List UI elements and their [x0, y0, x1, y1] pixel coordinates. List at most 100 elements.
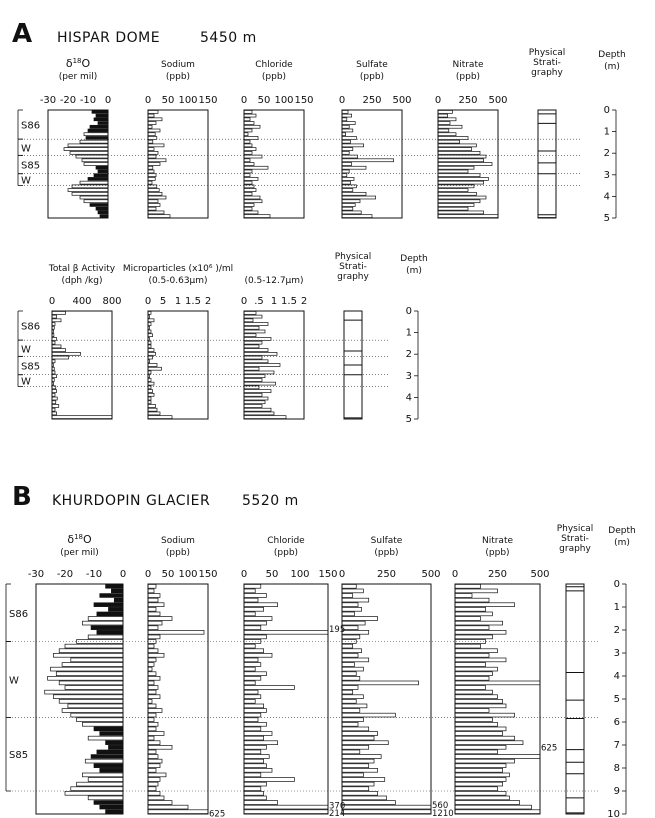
sulfate-bar	[341, 188, 354, 192]
d18o-unit: (per mil)	[59, 72, 98, 82]
sodium-bar	[147, 662, 155, 667]
chloride-bar	[243, 657, 259, 663]
sulfate-bar	[341, 597, 370, 603]
sodium-bar	[147, 777, 161, 782]
sodium-bar	[147, 210, 165, 215]
nitrate-bar	[454, 611, 493, 617]
nitrate-bar	[437, 169, 469, 174]
d18o-bar	[97, 121, 109, 125]
sodium-bar	[147, 607, 157, 612]
mp_small-bar	[147, 322, 152, 326]
sulfate-bar	[341, 703, 368, 709]
sodium-bar	[147, 689, 157, 695]
nitrate-bar	[454, 699, 503, 704]
d18o-bar	[81, 158, 109, 163]
mp_large-bar	[243, 407, 272, 412]
nitrate-bar	[437, 177, 489, 181]
sodium-tick-label: 150	[198, 569, 217, 580]
sulfate-bar	[341, 653, 359, 658]
chloride-bar	[243, 177, 259, 181]
sodium-unit: (ppb)	[166, 548, 190, 558]
chloride-bar	[243, 593, 267, 598]
sulfate-bar	[341, 694, 364, 699]
sodium-bar	[147, 786, 157, 791]
sodium-bar	[147, 666, 153, 672]
sodium-bar	[147, 781, 159, 787]
mp_large-bar	[243, 314, 263, 319]
sulfate-bar	[341, 625, 359, 630]
d18o-bar	[71, 184, 109, 189]
sulfate-bar	[341, 588, 364, 594]
nitrate-bar	[454, 786, 498, 791]
sodium-bar	[147, 110, 159, 114]
sodium-unit: (ppb)	[166, 72, 190, 82]
chloride-bar	[243, 210, 259, 215]
sodium-bar	[147, 791, 161, 796]
chloride-title: Chloride	[255, 60, 293, 70]
sulfate-bar	[341, 143, 364, 148]
sodium-bar	[147, 147, 155, 151]
sulfate-bar	[341, 616, 378, 621]
nitrate-bar	[437, 147, 472, 151]
mp_small-bar	[147, 352, 156, 356]
chloride-tick-label: 50	[266, 569, 279, 580]
beta-bar	[51, 400, 57, 405]
sodium-bar	[147, 630, 205, 635]
mp_small-bar	[147, 311, 152, 315]
beta-bar	[51, 374, 57, 378]
sodium-tick-label: 100	[178, 569, 197, 580]
mp_small-tick-label: 5	[160, 296, 166, 307]
chloride-bar	[243, 113, 257, 118]
mp_small-bar	[147, 400, 152, 405]
chloride-bar	[243, 117, 251, 122]
nitrate-bar	[454, 607, 486, 612]
chloride-bar	[243, 768, 273, 773]
sodium-bar	[147, 643, 155, 649]
mp_large-bar	[243, 352, 278, 356]
d18o-bar	[90, 754, 124, 759]
nitrate-bar	[454, 662, 486, 667]
beta-tick-label: 800	[102, 296, 121, 307]
chloride-bar	[243, 745, 267, 750]
mp_small-bar	[147, 411, 161, 416]
chloride-bar	[243, 191, 253, 196]
panel-b-letter: B	[12, 482, 32, 512]
nitrate-bar	[454, 703, 507, 709]
chloride-tick-label: 50	[258, 95, 271, 106]
d18o-bar	[58, 648, 124, 653]
nitrate-bar	[454, 749, 498, 755]
nitrate-bar	[454, 602, 515, 607]
sodium-bar	[147, 772, 167, 778]
sulfate-tick-label: 250	[377, 569, 396, 580]
sodium-tick-label: 50	[162, 95, 175, 106]
chloride-bar	[243, 680, 256, 686]
sodium-bar	[147, 731, 165, 736]
sulfate-bar	[341, 786, 370, 791]
d18o-bar	[87, 777, 124, 782]
chloride-bar	[243, 143, 253, 148]
beta-bar	[51, 396, 58, 401]
d18o-bar	[95, 206, 109, 211]
nitrate-bar	[454, 791, 507, 796]
sulfate-bar	[341, 602, 359, 607]
chloride-bar	[243, 165, 269, 170]
mp_large-bar	[243, 337, 272, 341]
chloride-bar	[243, 703, 264, 709]
depth-tick-label: 1	[406, 328, 412, 339]
d18o-bar	[84, 758, 124, 764]
d18o-tick-label: -30	[40, 95, 56, 106]
mp_large-bar	[243, 322, 269, 326]
chloride-bar	[243, 726, 262, 732]
chloride-bar	[243, 136, 259, 140]
d18o-bar	[87, 616, 124, 621]
d18o-bar	[64, 643, 124, 649]
d18o-title-sup: 18	[73, 57, 82, 65]
nitrate-bar	[454, 666, 498, 672]
d18o-bar	[99, 804, 124, 810]
nitrate-unit: (ppb)	[456, 72, 480, 82]
sulfate-bar	[341, 607, 362, 612]
sulfate-tick-label: 0	[339, 569, 345, 580]
depth-axis-title: Depth	[598, 50, 625, 60]
sulfate-bar	[341, 699, 357, 704]
chloride-bar	[243, 795, 267, 801]
